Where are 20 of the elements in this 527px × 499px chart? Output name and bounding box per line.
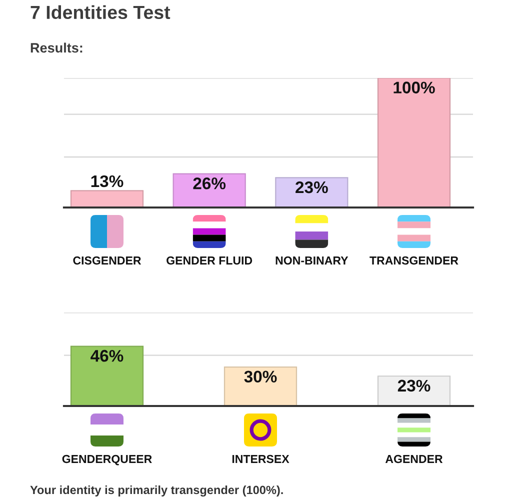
x-tick-label: NON-BINARY (276, 256, 348, 265)
x-tick-label: AGENDER (385, 454, 443, 464)
data-label: 30% (244, 370, 277, 383)
x-tick-label: CISGENDER (73, 256, 142, 265)
bar (275, 177, 348, 208)
data-label: 13% (91, 175, 124, 188)
x-tick-label: TRANSGENDER (370, 256, 458, 265)
data-label: 26% (193, 178, 226, 190)
x-tick-label: GENDER FLUID (166, 256, 252, 265)
x-tick-label: GENDERQUEER (62, 454, 152, 466)
x-tick-label: INTERSEX (232, 454, 290, 464)
data-label: 100% (394, 82, 435, 94)
bar (377, 78, 451, 208)
bar (70, 190, 144, 208)
data-label: 23% (398, 380, 430, 392)
chart-subtitle: Results: (30, 42, 82, 53)
chart-title: 7 Identities Test (30, 5, 170, 20)
data-label: 46% (90, 350, 124, 362)
text: Your identity is primarily transgender (100%). (30, 485, 283, 497)
data-label: 23% (296, 181, 328, 194)
